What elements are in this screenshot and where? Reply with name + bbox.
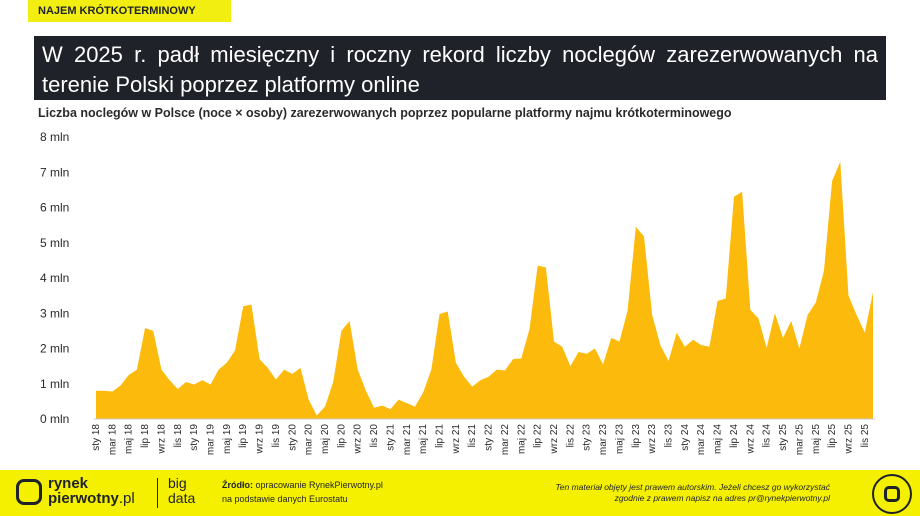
x-tick-label: lip 20: [336, 424, 347, 448]
x-tick-label: lip 24: [729, 424, 740, 448]
x-tick-label: wrz 19: [255, 424, 266, 455]
x-tick-label: maj 18: [124, 424, 135, 454]
x-tick-label: sty 21: [385, 424, 396, 451]
x-tick-label: wrz 18: [156, 424, 167, 455]
source-label: Źródło:: [222, 480, 253, 490]
brand-suffix: .pl: [118, 490, 135, 507]
x-tick-label: sty 22: [484, 424, 495, 451]
x-tick-label: mar 20: [304, 424, 315, 456]
x-tick-label: sty 24: [680, 424, 691, 451]
x-tick-label: maj 24: [713, 424, 724, 454]
x-tick-label: lip 25: [827, 424, 838, 448]
x-tick-label: lis 23: [664, 424, 675, 448]
y-tick-label: 0 mln: [40, 412, 69, 426]
x-tick-label: lis 21: [467, 424, 478, 448]
area-chart: 0 mln 1 mln 2 mln 3 mln 4 mln 5 mln 6 mln 7 mln…: [40, 130, 875, 456]
x-tick-label: wrz 22: [549, 424, 560, 455]
x-tick-label: sty 23: [582, 424, 593, 451]
x-tick-label: maj 23: [614, 424, 625, 454]
x-tick-label: wrz 21: [451, 424, 462, 455]
y-tick-label: 7 mln: [40, 165, 69, 179]
x-tick-label: lis 20: [369, 424, 380, 448]
x-tick-label: mar 19: [206, 424, 217, 456]
brand-line2: pierwotny: [48, 490, 119, 507]
x-tick-label: mar 24: [696, 424, 707, 456]
x-tick-label: sty 25: [778, 424, 789, 451]
x-tick-label: wrz 24: [745, 424, 756, 455]
x-tick-label: lis 25: [860, 424, 871, 448]
copyright-line1: Ten materiał objęty jest prawem autorski…: [555, 482, 830, 492]
x-tick-label: lis 24: [762, 424, 773, 448]
brand-line1: rynek: [48, 475, 89, 492]
copyright-note: Ten materiał objęty jest prawem autorski…: [500, 482, 830, 504]
x-tick-label: mar 23: [598, 424, 609, 456]
x-tick-label: mar 21: [402, 424, 413, 456]
corner-logo-icon[interactable]: [872, 474, 912, 514]
x-tick-label: maj 19: [222, 424, 233, 454]
x-tick-label: sty 18: [91, 424, 102, 451]
y-tick-label: 3 mln: [40, 306, 69, 320]
x-tick-label: mar 18: [107, 424, 118, 456]
source-line1: opracowanie RynekPierwotny.pl: [255, 480, 383, 490]
x-tick-label: lis 18: [173, 424, 184, 448]
bigdata-line2: data: [168, 490, 196, 506]
x-tick-label: sty 19: [189, 424, 200, 451]
x-tick-label: wrz 20: [353, 424, 364, 455]
x-tick-label: lis 19: [271, 424, 282, 448]
bigdata-logo: big data: [168, 476, 195, 506]
y-tick-label: 2 mln: [40, 342, 69, 356]
x-tick-label: lip 18: [140, 424, 151, 448]
x-tick-label: mar 22: [500, 424, 511, 456]
x-tick-label: wrz 25: [843, 424, 854, 455]
x-tick-label: lip 19: [238, 424, 249, 448]
source-note: Źródło: opracowanie RynekPierwotny.pl na…: [222, 478, 383, 506]
chart-title: Liczba noclegów w Polsce (noce × osoby) …: [38, 106, 732, 120]
copyright-line2: zgodnie z prawem napisz na adres pr@ryne…: [614, 493, 830, 503]
x-tick-label: sty 20: [287, 424, 298, 451]
brand-logo-text[interactable]: rynek pierwotny.pl: [48, 476, 135, 506]
x-tick-label: lis 22: [565, 424, 576, 448]
category-tag: NAJEM KRÓTKOTERMINOWY: [28, 0, 231, 22]
x-tick-label: lip 22: [533, 424, 544, 448]
rynek-pierwotny-logo-icon[interactable]: [16, 479, 42, 505]
y-tick-label: 6 mln: [40, 201, 69, 215]
x-tick-label: mar 25: [794, 424, 805, 456]
y-tick-label: 4 mln: [40, 271, 69, 285]
x-tick-label: lip 23: [631, 424, 642, 448]
x-tick-label: maj 22: [516, 424, 527, 454]
footer: rynek pierwotny.pl big data Źródło: opra…: [0, 470, 920, 516]
area-series: [96, 161, 873, 419]
y-tick-label: 8 mln: [40, 130, 69, 144]
x-tick-label: maj 20: [320, 424, 331, 454]
x-tick-label: maj 21: [418, 424, 429, 454]
y-tick-label: 1 mln: [40, 377, 69, 391]
source-line2: na podstawie danych Eurostatu: [222, 494, 348, 504]
x-tick-label: maj 25: [811, 424, 822, 454]
page-title: W 2025 r. padł miesięczny i roczny rekor…: [34, 36, 886, 100]
y-tick-label: 5 mln: [40, 236, 69, 250]
bigdata-line1: big: [168, 475, 187, 491]
x-tick-label: lip 21: [435, 424, 446, 448]
x-tick-label: wrz 23: [647, 424, 658, 455]
footer-divider: [157, 478, 158, 508]
